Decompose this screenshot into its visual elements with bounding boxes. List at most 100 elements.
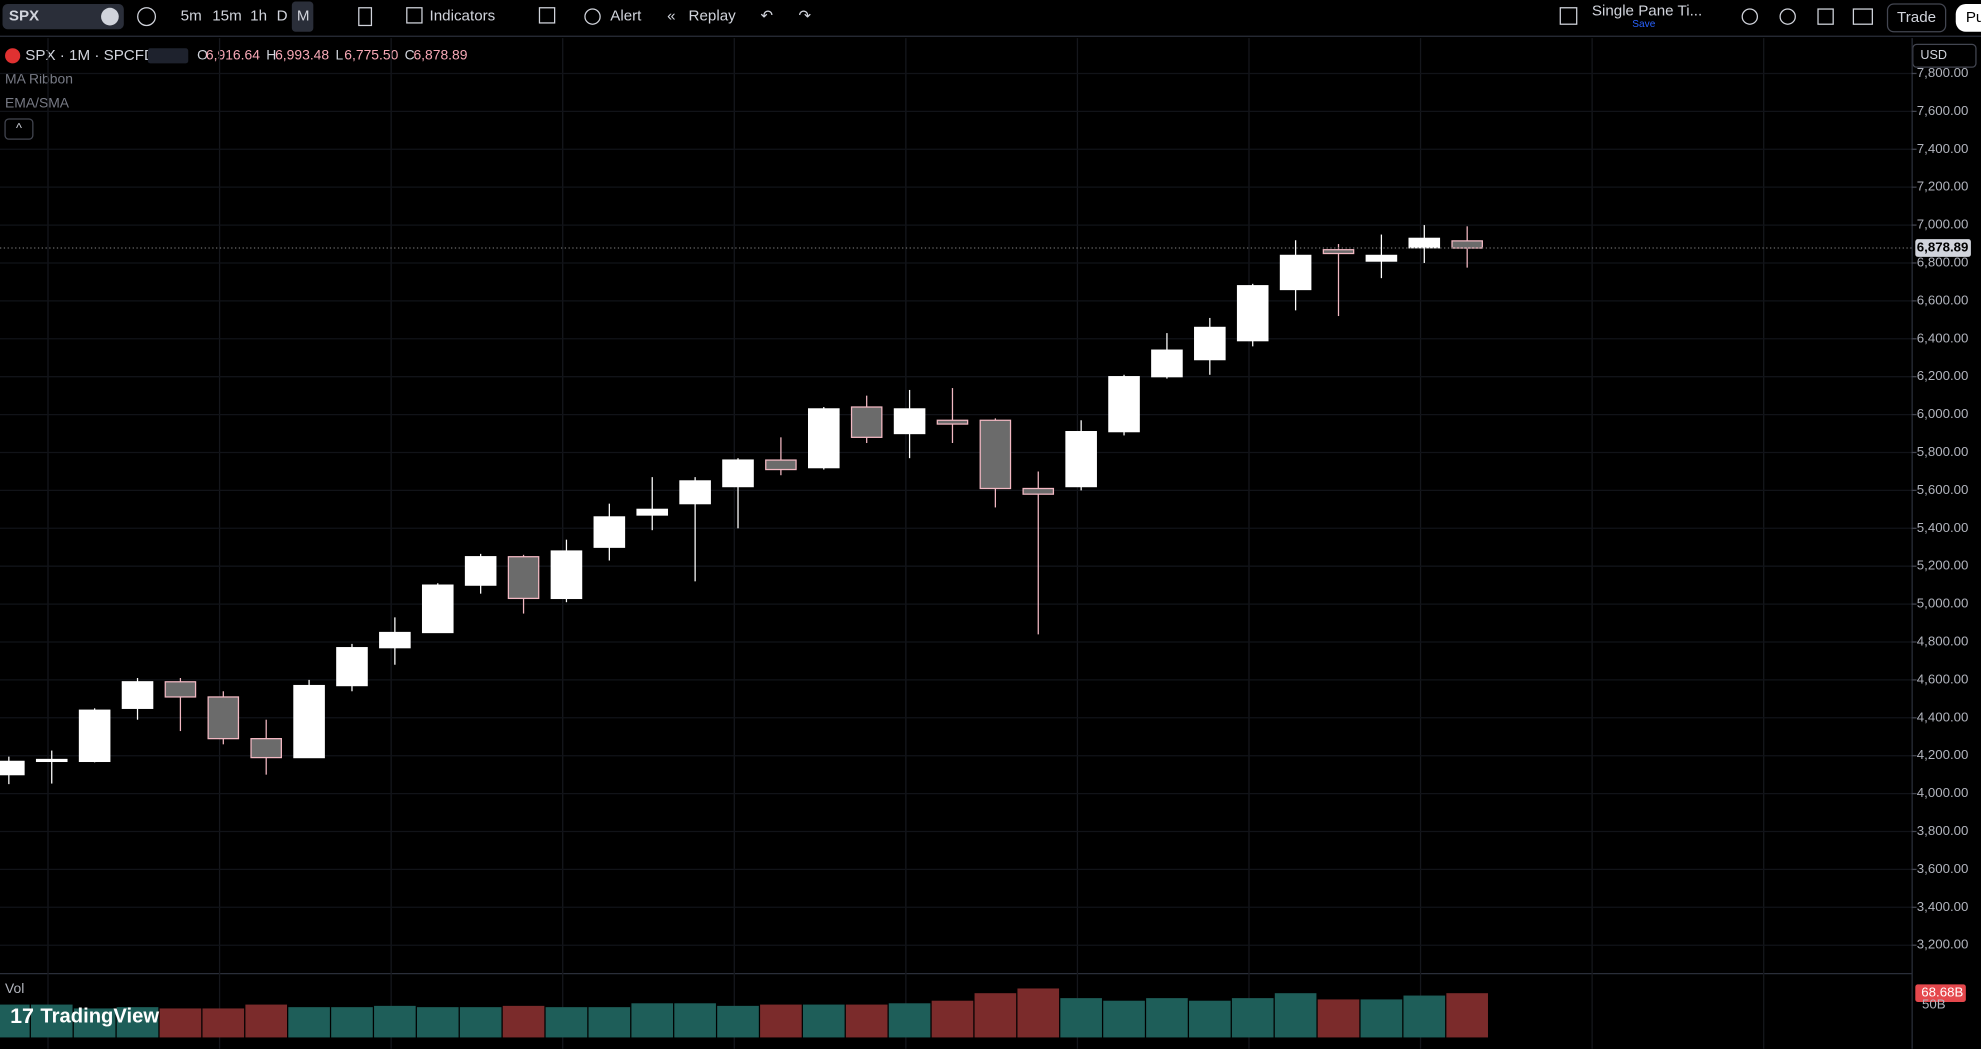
study-label[interactable]: MA Ribbon [5,70,73,86]
replay-icon[interactable]: « [667,8,675,25]
y-tick-label: 7,600.00 [1917,103,1969,118]
y-tick-label: 7,000.00 [1917,217,1969,232]
candle-body [379,631,411,649]
collapse-icon[interactable]: ^ [16,121,22,135]
y-tick-label: 5,400.00 [1917,520,1969,535]
alert-icon[interactable] [584,8,601,25]
candle-body [808,408,840,469]
templates[interactable] [538,7,556,24]
collapse-button[interactable] [4,118,34,140]
interval[interactable]: 1h [250,8,267,25]
candle-body [1451,240,1483,249]
candle-body [164,681,197,698]
publish[interactable]: Pu [1966,9,1981,26]
candle-body [1365,254,1398,262]
interval[interactable]: D [277,8,288,25]
brand: TradingView [40,1006,159,1028]
symbol-box[interactable] [2,3,124,30]
volume-bar [1017,988,1060,1038]
volume-bar [374,1005,416,1038]
ohlc-value: 6,775.50 [344,46,398,62]
publish-box[interactable] [1955,3,1981,32]
volume-bar [1446,993,1488,1038]
add-symbol[interactable] [137,7,157,27]
volume-bar [1317,999,1360,1038]
y-tick-label: 3,600.00 [1917,861,1969,876]
ohlc-key: H [266,46,276,62]
volume-bar [545,1007,588,1038]
candle-body [1151,349,1183,378]
volume-bar [459,1007,502,1038]
volume-bar [245,1004,288,1038]
candle-body [765,459,797,471]
search-icon[interactable] [1741,8,1759,25]
interval[interactable]: 5m [181,8,202,25]
undo[interactable]: ↶ [761,8,774,25]
candle-body [121,681,154,709]
y-tick-label: 4,200.00 [1917,747,1969,762]
ohlc-key: O [197,46,208,62]
candle-body [464,556,497,586]
volume-bar [331,1007,373,1038]
y-tick-label: 6,200.00 [1917,368,1969,383]
trade-box[interactable] [1886,3,1947,33]
interval[interactable]: M [297,8,310,25]
last-price-tag [1915,239,1971,257]
symbol-logo [5,48,21,64]
volume-bar [974,993,1017,1038]
fullscreen-icon[interactable] [1817,8,1834,25]
layout[interactable]: Single Pane Ti... [1592,3,1702,20]
candle-body [293,684,325,759]
currency[interactable]: USD [1920,48,1947,62]
settings-icon[interactable] [1779,8,1796,25]
y-tick-label: 7,400.00 [1917,141,1969,156]
volume-title: Vol [5,980,24,996]
chart-type[interactable] [358,7,373,27]
volume-bar [888,1003,931,1038]
volume-bar [1231,998,1274,1038]
interval[interactable]: 15m [212,8,241,25]
volume-bar [116,1007,159,1038]
symbol-icon[interactable] [101,7,119,26]
toolbar [0,0,1981,36]
y-tick-label: 4,600.00 [1917,671,1969,686]
volume-bar [845,1004,888,1038]
y-tick-label: 3,200.00 [1917,937,1969,952]
candle-body [1322,249,1355,255]
y-tick-label: 5,000.00 [1917,596,1969,611]
volume-bar [1103,1000,1145,1038]
indicators-icon[interactable] [406,7,423,24]
volume-bar [1146,998,1188,1038]
interval-active[interactable] [291,1,314,32]
candle-body [593,516,626,548]
symbol[interactable]: SPX [9,8,39,25]
candle-body [207,696,240,740]
volume-bar [1403,995,1446,1038]
brand-logo: 17 [10,1004,34,1028]
replay[interactable]: Replay [689,8,737,25]
y-tick-label: 3,800.00 [1917,823,1969,838]
volume-bar [931,1000,974,1038]
candle-body [850,406,883,438]
candle-body [507,556,540,600]
alert[interactable]: Alert [610,8,642,25]
candle-body [1236,285,1269,342]
candle-body [550,550,583,600]
last-price-label: 6,878.89 [1917,240,1969,255]
ohlc-key: C [405,46,415,62]
save[interactable]: Save [1632,19,1655,30]
y-tick-label: 3,400.00 [1917,899,1969,914]
study-label[interactable]: EMA/SMA [5,94,70,110]
layout-icon[interactable] [1559,7,1578,25]
volume-bar [1189,1000,1231,1038]
snapshot-icon[interactable] [1852,8,1873,25]
y-tick-label: 7,200.00 [1917,179,1969,194]
trade[interactable]: Trade [1897,9,1936,26]
redo[interactable]: ↷ [798,8,811,25]
legend-buttons[interactable] [147,48,189,64]
candle-body [1279,254,1312,291]
indicators[interactable]: Indicators [430,8,496,25]
candle-body [636,508,669,516]
